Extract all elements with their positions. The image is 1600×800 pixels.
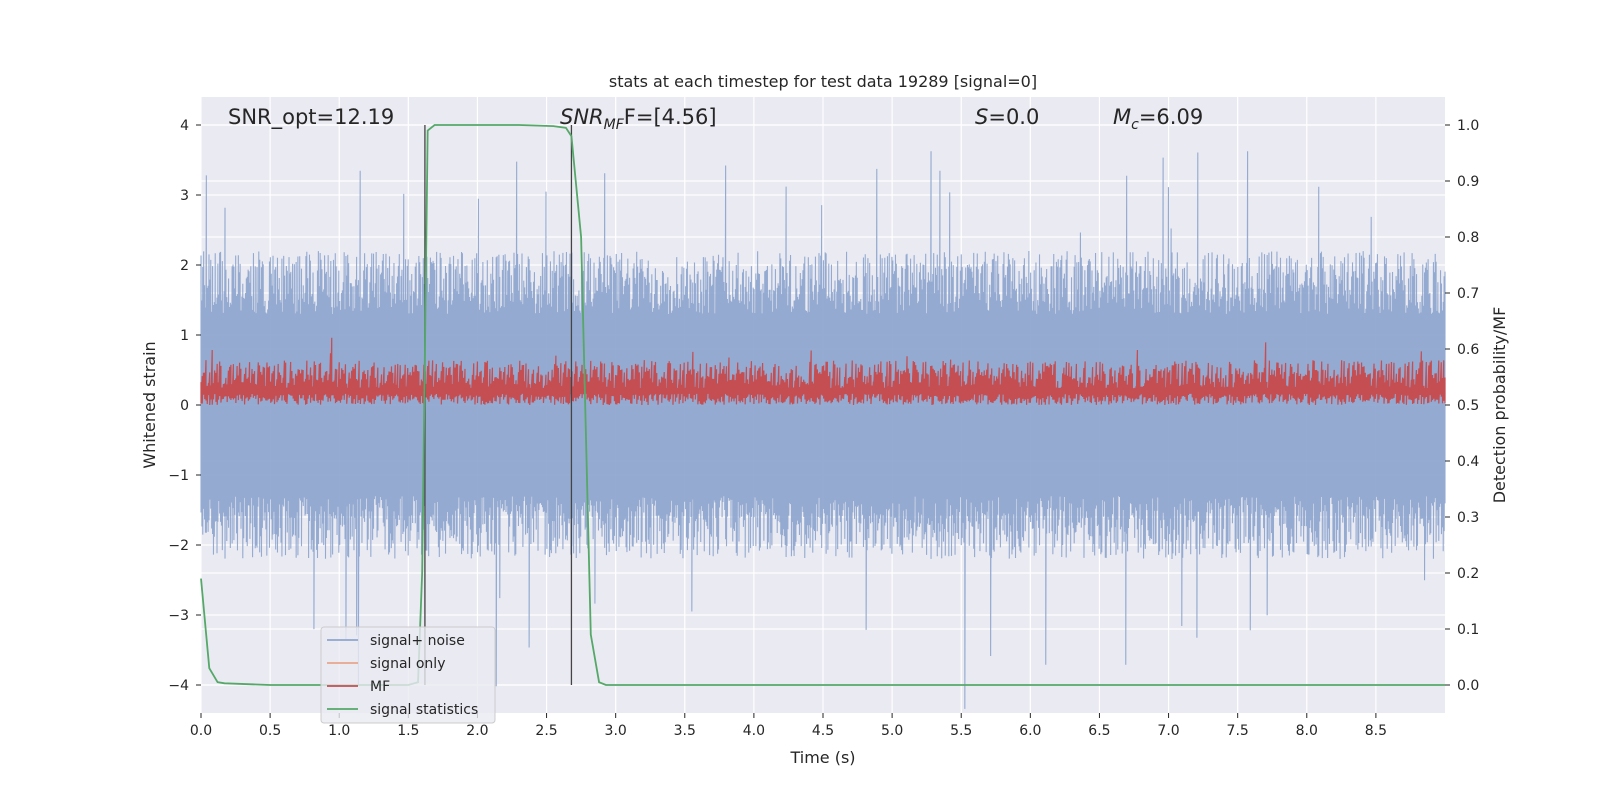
annotation-s-value: =0.0: [988, 105, 1039, 129]
series-mf: [200, 337, 1446, 406]
y-right-tick-label-5: 0.5: [1457, 398, 1479, 414]
y-axis-right-ticks: 0.0 0.1 0.2 0.3 0.4 0.5 0.6 0.7 0.8 0.9 1.0: [1445, 118, 1479, 694]
chart-title: stats at each timestep for test data 192…: [609, 72, 1037, 91]
y-right-tick-label-4: 0.4: [1457, 454, 1479, 470]
series-signal-statistics: [200, 124, 1445, 686]
y-left-tick-label-2: −2: [168, 538, 189, 554]
y-right-tick-label-9: 0.9: [1457, 174, 1479, 190]
x-tick-label-15: 7.5: [1227, 723, 1249, 739]
x-axis-ticks: 0.0 0.5 1.0 1.5 2.0 2.5 3.0 3.5 4.0 4.5 5.0 5.5 6.0 6…: [190, 713, 1387, 739]
legend-label-signal-noise: signal+ noise: [370, 633, 465, 649]
annotation-snr-mf-value: F=[4.56]: [624, 105, 717, 129]
x-tick-label-8: 4.0: [743, 723, 765, 739]
x-axis-label: Time (s): [789, 748, 855, 767]
x-tick-label-3: 1.5: [397, 723, 419, 739]
x-tick-label-7: 3.5: [674, 723, 696, 739]
x-tick-label-17: 8.5: [1365, 723, 1387, 739]
y-axis-left-ticks: −4 −3 −2 −1 0 1 2 3 4: [168, 118, 201, 694]
mf-line: [200, 337, 1446, 406]
annotation-s: S=0.0: [975, 105, 1039, 129]
x-tick-label-10: 5.0: [881, 723, 903, 739]
x-tick-label-14: 7.0: [1157, 723, 1179, 739]
x-tick-label-16: 8.0: [1296, 723, 1318, 739]
annotation-mc: Mc=6.09: [1113, 105, 1203, 133]
legend-label-mf: MF: [370, 679, 390, 695]
y-right-tick-label-0: 0.0: [1457, 678, 1479, 694]
annotation-s-symbol: S: [975, 105, 988, 129]
x-tick-label-2: 1.0: [328, 723, 350, 739]
y-left-tick-label-6: 2: [180, 258, 189, 274]
annotation-mc-symbol: M: [1113, 105, 1131, 129]
x-tick-label-1: 0.5: [259, 723, 281, 739]
x-tick-label-9: 4.5: [812, 723, 834, 739]
x-tick-label-12: 6.0: [1019, 723, 1041, 739]
y-right-tick-label-8: 0.8: [1457, 230, 1479, 246]
y-left-tick-label-4: 0: [180, 398, 189, 414]
y-right-tick-label-1: 0.1: [1457, 622, 1479, 638]
x-tick-label-6: 3.0: [605, 723, 627, 739]
annotation-snr-opt: SNR_opt=12.19: [228, 105, 394, 130]
y-right-tick-label-6: 0.6: [1457, 342, 1479, 358]
x-tick-label-11: 5.5: [950, 723, 972, 739]
annotation-snr-mf-symbol: SNR: [560, 105, 604, 129]
y-right-tick-label-2: 0.2: [1457, 566, 1479, 582]
y-left-tick-label-5: 1: [180, 328, 189, 344]
legend-label-signal-only: signal only: [370, 656, 445, 672]
x-tick-label-0: 0.0: [190, 723, 212, 739]
y-left-tick-label-7: 3: [180, 188, 189, 204]
legend: signal+ noise signal only MF signal stat…: [320, 626, 496, 724]
annotation-mc-value: =6.09: [1139, 105, 1203, 129]
y-left-tick-label-1: −3: [168, 608, 189, 624]
y-right-tick-label-3: 0.3: [1457, 510, 1479, 526]
x-tick-label-4: 2.0: [466, 723, 488, 739]
y-right-tick-label-10: 1.0: [1457, 118, 1479, 134]
legend-box: [320, 626, 496, 724]
y-left-tick-label-8: 4: [180, 118, 189, 134]
legend-label-signal-statistics: signal statistics: [370, 702, 478, 718]
y-axis-right-label: Detection probability/MF: [1490, 307, 1509, 504]
x-tick-label-5: 2.5: [535, 723, 557, 739]
x-tick-label-13: 6.5: [1088, 723, 1110, 739]
annotation-snr-mf: SNRMFF=[4.56]: [560, 105, 717, 133]
annotation-mc-subscript: c: [1131, 117, 1139, 133]
annotation-snr-mf-subscript: MF: [604, 117, 625, 133]
y-right-tick-label-7: 0.7: [1457, 286, 1479, 302]
y-left-tick-label-3: −1: [168, 468, 189, 484]
y-axis-left-label: Whitened strain: [140, 341, 159, 468]
y-left-tick-label-0: −4: [168, 678, 189, 694]
